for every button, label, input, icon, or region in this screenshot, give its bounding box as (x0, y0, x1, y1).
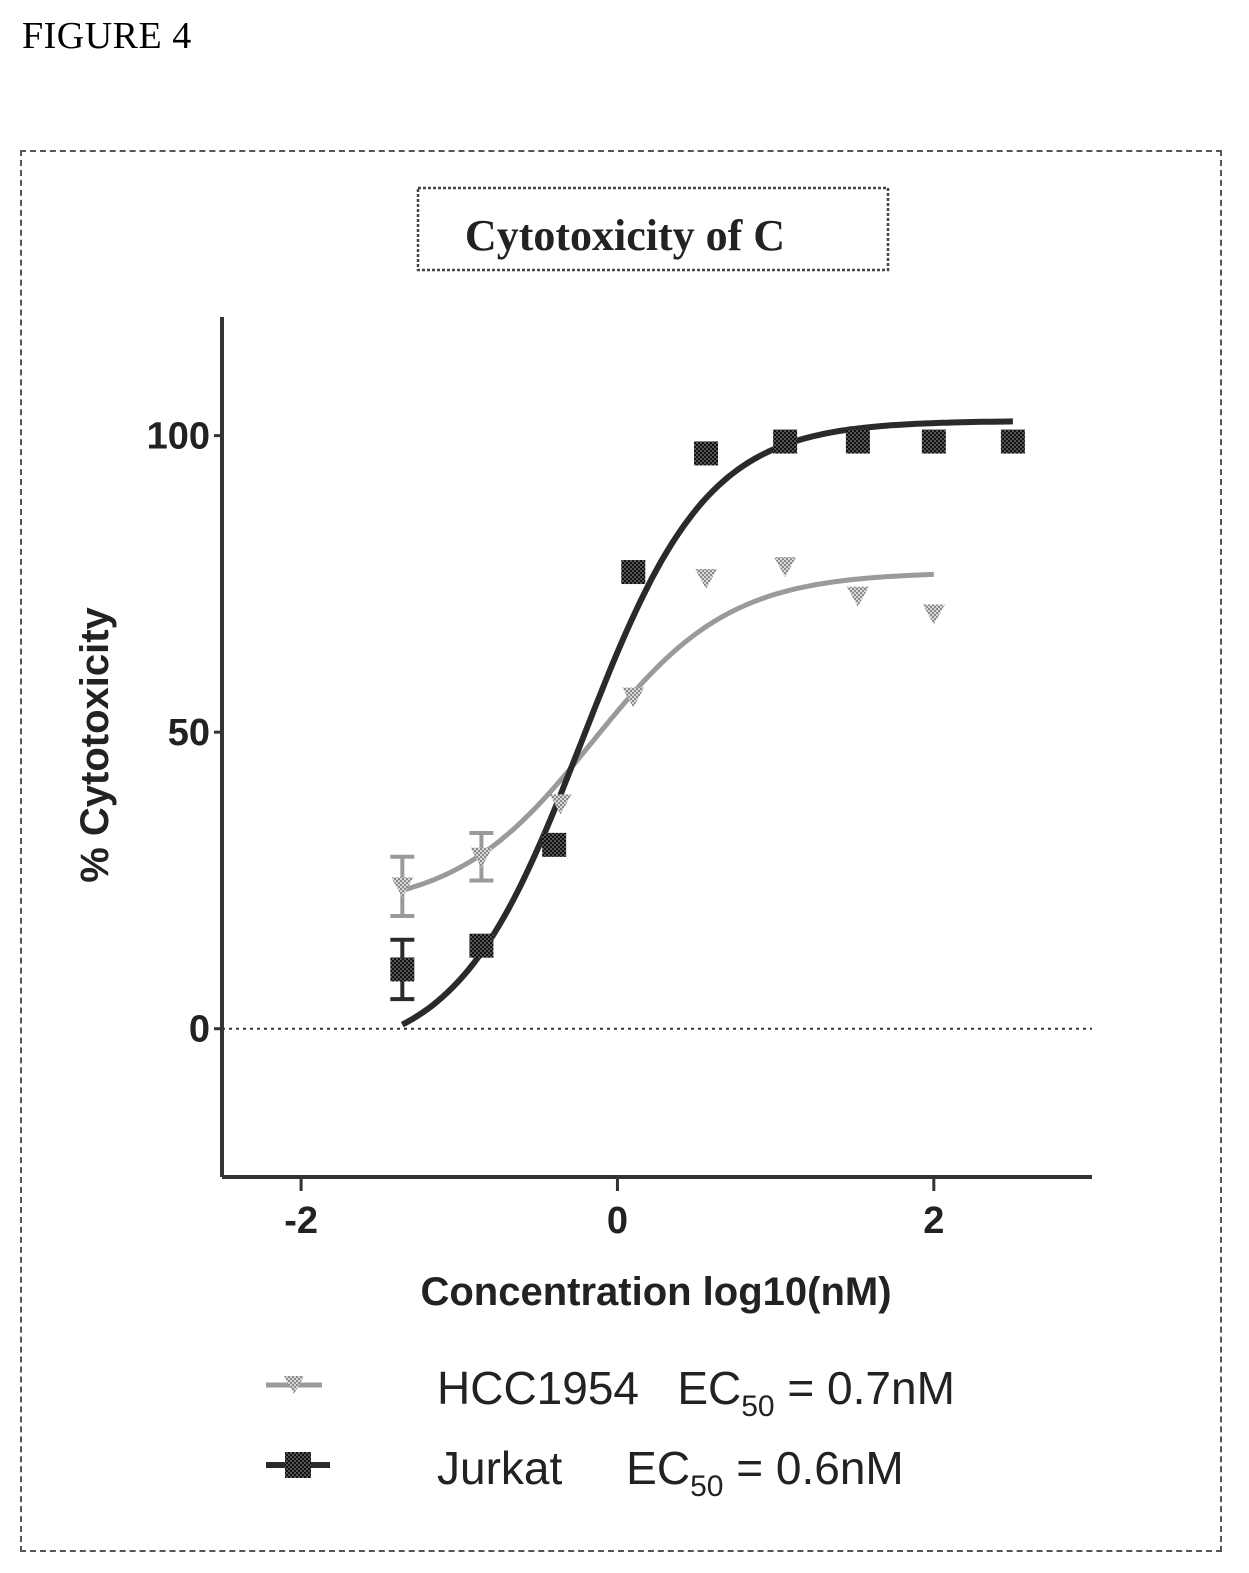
legend-item-jurkat: Jurkat EC50 = 0.6nM (266, 1442, 904, 1503)
legend-label-hcc1954: HCC1954 EC50 = 0.7nM (437, 1362, 955, 1423)
axes: 0 50 100 -2 0 2 (147, 317, 1092, 1242)
x-tick-label: 2 (923, 1200, 944, 1242)
data-point-jurkat (621, 560, 646, 585)
data-point-hcc1954 (549, 794, 572, 815)
y-tick-label: 100 (147, 416, 210, 458)
legend-swatch-hcc1954-marker (284, 1376, 304, 1394)
x-tick-label: 0 (607, 1200, 628, 1242)
y-tick-label: 50 (168, 712, 210, 754)
data-point-hcc1954 (622, 687, 645, 708)
chart-title: Cytotoxicity of C (465, 211, 785, 260)
fit-curve-hcc1954 (401, 571, 934, 893)
data-point-hcc1954 (922, 604, 945, 625)
x-axis-label: Concentration log10(nM) (420, 1270, 891, 1314)
x-tick-label: -2 (284, 1200, 318, 1242)
legend-item-hcc1954: HCC1954 EC50 = 0.7nM (266, 1362, 955, 1423)
data-markers (390, 429, 1025, 1002)
data-point-jurkat (1000, 429, 1025, 454)
data-point-jurkat (469, 933, 494, 958)
data-point-jurkat (921, 429, 946, 454)
y-axis-label: % Cytotoxicity (73, 606, 117, 882)
legend-swatch-jurkat-marker (285, 1452, 311, 1478)
data-point-jurkat (390, 957, 415, 982)
data-point-hcc1954 (846, 586, 869, 607)
data-point-hcc1954 (391, 877, 414, 898)
title-box (416, 186, 890, 272)
figure-frame (20, 150, 1222, 1552)
data-point-jurkat (845, 429, 870, 454)
y-tick-label: 0 (189, 1009, 210, 1051)
data-point-jurkat (694, 441, 719, 466)
legend: HCC1954 EC50 = 0.7nM Jurkat EC50 = 0.6nM (266, 1362, 955, 1503)
data-point-hcc1954 (695, 568, 718, 589)
data-point-hcc1954 (774, 557, 797, 578)
data-point-jurkat (542, 832, 567, 857)
legend-label-jurkat: Jurkat EC50 = 0.6nM (437, 1442, 904, 1503)
fit-curve-jurkat (400, 418, 1013, 1028)
data-point-hcc1954 (470, 847, 493, 868)
data-point-jurkat (773, 429, 798, 454)
figure-label: FIGURE 4 (22, 15, 192, 57)
fit-curves (400, 418, 1013, 1028)
